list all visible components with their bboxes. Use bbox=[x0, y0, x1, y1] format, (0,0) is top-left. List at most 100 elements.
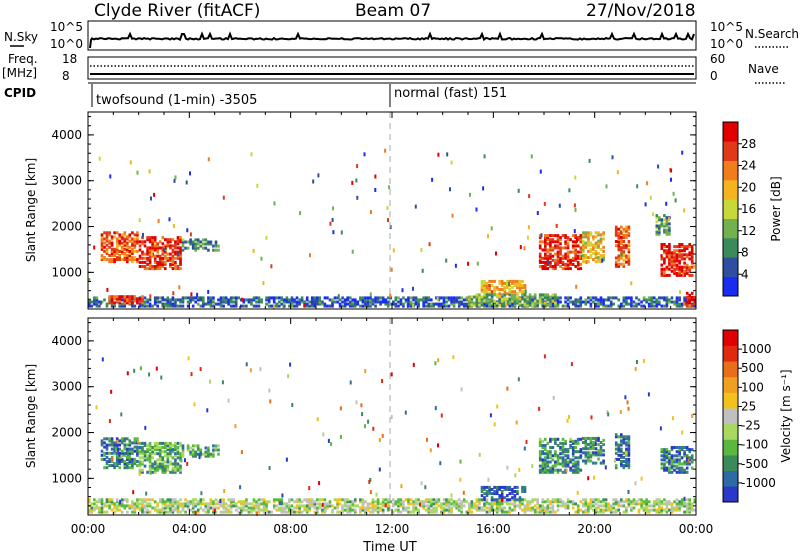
data-cell bbox=[518, 281, 522, 285]
data-cell bbox=[160, 375, 163, 380]
data-cell bbox=[273, 201, 276, 206]
data-cell bbox=[427, 298, 431, 302]
data-cell bbox=[278, 304, 281, 308]
data-cell bbox=[513, 290, 517, 294]
data-cell bbox=[176, 238, 180, 242]
data-cell bbox=[620, 500, 623, 504]
data-cell bbox=[680, 468, 684, 472]
data-cell bbox=[136, 451, 139, 455]
data-cell bbox=[126, 500, 129, 504]
data-cell bbox=[341, 508, 344, 512]
data-cell bbox=[584, 300, 588, 304]
data-cell bbox=[617, 248, 621, 252]
data-cell bbox=[194, 452, 197, 456]
data-cell bbox=[133, 437, 137, 441]
data-cell bbox=[544, 304, 547, 308]
data-cell bbox=[171, 238, 175, 242]
data-cell bbox=[422, 500, 425, 504]
data-cell bbox=[541, 458, 545, 462]
data-cell bbox=[582, 447, 585, 451]
data-cell bbox=[455, 296, 458, 300]
data-cell bbox=[682, 272, 685, 277]
data-cell bbox=[100, 443, 104, 447]
data-cell bbox=[556, 252, 560, 256]
data-cell bbox=[506, 510, 509, 514]
data-cell bbox=[123, 498, 127, 502]
data-cell bbox=[421, 268, 424, 273]
data-cell bbox=[508, 498, 512, 502]
data-cell bbox=[120, 249, 124, 253]
data-cell bbox=[386, 206, 389, 210]
data-cell bbox=[476, 261, 479, 266]
data-cell bbox=[113, 447, 116, 451]
data-cell bbox=[693, 300, 697, 303]
data-cell bbox=[544, 462, 547, 466]
data-cell bbox=[285, 510, 289, 514]
colorbar-swatch bbox=[723, 455, 738, 472]
data-cell bbox=[625, 437, 628, 441]
data-cell bbox=[133, 239, 137, 243]
data-cell bbox=[412, 286, 414, 291]
data-cell bbox=[561, 448, 565, 452]
data-cell bbox=[100, 254, 104, 257]
data-cell bbox=[490, 492, 494, 496]
data-cell bbox=[617, 254, 621, 258]
data-cell bbox=[668, 261, 671, 265]
data-cell bbox=[245, 304, 248, 308]
data-cell bbox=[566, 267, 570, 271]
data-cell bbox=[285, 502, 289, 506]
data-cell bbox=[156, 448, 159, 452]
data-cell bbox=[138, 502, 142, 506]
data-cell bbox=[151, 470, 154, 474]
data-cell bbox=[242, 502, 246, 506]
data-cell bbox=[678, 249, 681, 253]
data-cell bbox=[272, 305, 275, 310]
data-cell bbox=[181, 240, 185, 244]
data-cell bbox=[141, 502, 144, 506]
data-cell bbox=[685, 446, 689, 449]
data-cell bbox=[549, 454, 552, 458]
data-cell bbox=[531, 464, 534, 469]
data-cell bbox=[620, 435, 623, 439]
data-cell bbox=[267, 500, 271, 504]
data-cell bbox=[658, 502, 661, 506]
data-cell bbox=[660, 254, 663, 259]
data-cell bbox=[617, 298, 621, 302]
data-cell bbox=[657, 164, 660, 169]
data-cell bbox=[120, 457, 124, 461]
data-cell bbox=[169, 500, 172, 504]
data-cell bbox=[576, 256, 580, 260]
data-cell bbox=[138, 244, 142, 248]
data-cell bbox=[427, 504, 431, 508]
data-cell bbox=[589, 243, 593, 247]
data-cell bbox=[214, 502, 218, 506]
data-cell bbox=[574, 244, 577, 248]
data-cell bbox=[551, 458, 555, 462]
data-cell bbox=[417, 498, 420, 502]
data-cell bbox=[478, 297, 481, 301]
data-cell bbox=[181, 298, 185, 302]
data-cell bbox=[503, 297, 507, 301]
data-cell bbox=[690, 265, 694, 269]
data-cell bbox=[589, 296, 593, 300]
data-cell bbox=[179, 468, 182, 472]
data-cell bbox=[108, 260, 111, 264]
data-cell bbox=[133, 449, 137, 453]
data-cell bbox=[148, 464, 152, 468]
data-cell bbox=[617, 233, 621, 237]
data-cell bbox=[602, 438, 605, 442]
data-cell bbox=[551, 504, 555, 508]
y-tick-label: 1000 bbox=[51, 471, 82, 485]
data-cell bbox=[414, 502, 418, 506]
data-cell bbox=[564, 464, 567, 468]
data-cell bbox=[587, 239, 590, 243]
data-cell bbox=[609, 304, 613, 308]
data-cell bbox=[209, 304, 213, 308]
data-cell bbox=[589, 298, 593, 302]
data-cell bbox=[158, 296, 162, 300]
data-cell bbox=[412, 504, 415, 508]
data-cell bbox=[663, 257, 666, 261]
data-cell bbox=[556, 302, 560, 306]
colorbar-swatch bbox=[723, 408, 738, 425]
data-cell bbox=[483, 284, 486, 287]
